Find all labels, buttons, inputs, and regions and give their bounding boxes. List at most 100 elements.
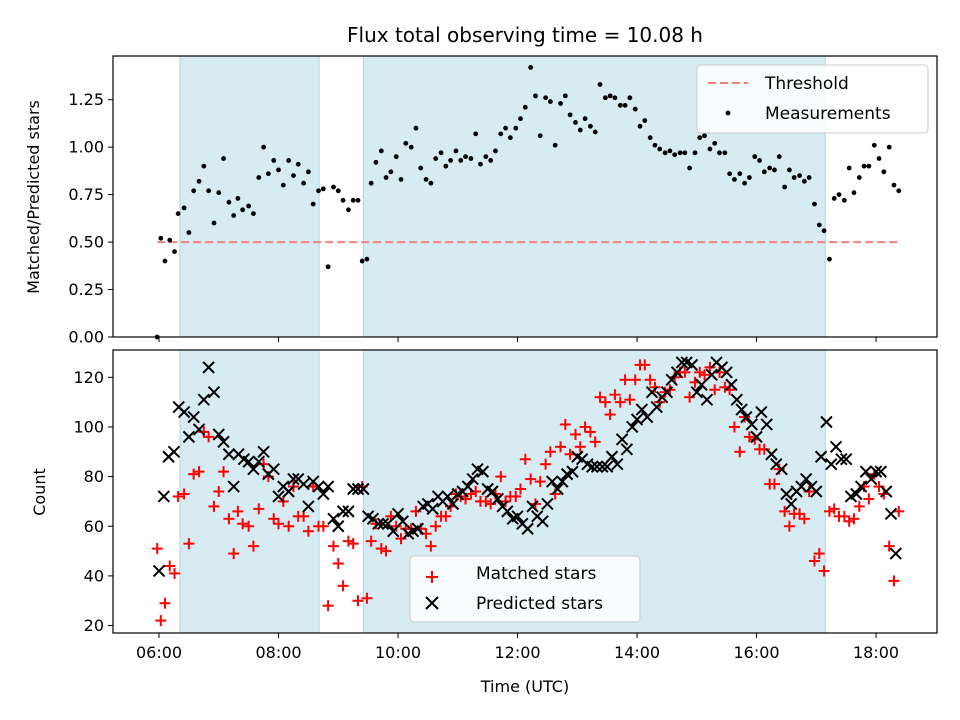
measurement-point <box>216 190 222 196</box>
matched-star-point <box>322 600 334 612</box>
predicted-star-point <box>267 462 280 476</box>
predicted-star-point <box>839 453 853 466</box>
measurement-point <box>702 133 707 139</box>
threshold-legend-label: Threshold <box>764 74 849 94</box>
measurement-point <box>742 180 747 186</box>
matched-star-point <box>317 520 329 532</box>
matched-star-point <box>848 513 860 525</box>
measurement-point <box>801 178 807 184</box>
matched-star-point <box>853 500 865 512</box>
predicted-star-point <box>541 497 554 511</box>
predicted-star-point <box>197 393 211 406</box>
top-legend: Threshold Measurements <box>696 64 929 134</box>
measurement-point <box>167 237 173 243</box>
matched-star-point <box>223 513 235 525</box>
measurement-point <box>886 144 892 150</box>
measurements-legend-label: Measurements <box>765 104 891 124</box>
matched-star-point <box>709 384 721 396</box>
predicted-star-point <box>381 517 395 530</box>
measurement-point <box>503 125 508 131</box>
measurement-point <box>320 186 326 192</box>
measurement-point <box>552 142 558 148</box>
predicted-star-point <box>665 373 678 386</box>
predicted-star-point <box>466 472 479 486</box>
predicted-star-point <box>685 358 699 372</box>
matched-star-point <box>188 468 200 480</box>
bottom-plot-frame <box>112 349 938 634</box>
predicted-star-point <box>387 525 400 538</box>
predicted-star-point <box>620 443 634 456</box>
measurement-point <box>448 158 454 163</box>
predicted-legend-swatch <box>425 596 439 610</box>
measurement-point <box>797 173 802 179</box>
measurement-point <box>413 125 419 131</box>
measurement-point <box>478 161 483 167</box>
matched-star-point <box>327 540 339 552</box>
matched-star-point <box>783 520 795 532</box>
measurement-point <box>271 158 277 163</box>
measurement-point <box>652 142 658 148</box>
measurement-point <box>812 201 817 207</box>
measurement-point <box>488 158 494 163</box>
matched-star-point <box>818 565 830 577</box>
measurement-point <box>547 99 553 104</box>
matched-star-point <box>883 540 895 552</box>
bottom-y-tick-label: 120 <box>73 368 104 387</box>
measurement-point <box>443 163 449 169</box>
predicted-star-point <box>446 497 460 511</box>
measurement-point <box>612 95 618 101</box>
measurement-point <box>428 180 434 186</box>
measurement-point <box>588 123 593 129</box>
predicted-star-point <box>486 485 499 498</box>
matched-star-point <box>178 488 190 500</box>
matched-star-point <box>164 560 176 572</box>
bottom-y-tick-label: 100 <box>73 417 104 436</box>
measurement-point <box>438 150 444 156</box>
predicted-star-point <box>222 448 236 461</box>
matched-star-point <box>243 520 255 532</box>
predicted-stars-series <box>152 356 902 578</box>
bottom-x-tick-label: 08:00 <box>255 643 301 662</box>
measurement-point <box>393 154 399 160</box>
measurement-point <box>364 256 370 262</box>
matched-star-point <box>273 518 285 530</box>
measurement-point <box>335 188 341 194</box>
matched-star-point <box>694 366 706 378</box>
predicted-star-point <box>645 385 659 399</box>
matched-star-point <box>684 391 696 403</box>
measurement-point <box>256 175 262 180</box>
measurement-point <box>522 104 528 110</box>
matched-star-point <box>332 557 344 569</box>
bottom-x-axis: 06:00 08:00 10:00 12:00 14:00 16:00 18:00 <box>136 633 899 662</box>
predicted-star-point <box>545 475 559 488</box>
predicted-star-point <box>396 515 410 528</box>
matched-star-point <box>500 495 512 507</box>
predicted-star-point <box>611 457 624 471</box>
measurement-point <box>592 129 598 135</box>
predicted-star-point <box>799 472 813 486</box>
predicted-star-point <box>312 480 325 493</box>
measurement-point <box>827 256 832 262</box>
measurement-point <box>251 211 256 216</box>
top-legend-box <box>696 64 929 134</box>
predicted-star-point <box>242 455 255 468</box>
matched-star-point <box>232 505 244 517</box>
top-y-tick-label: 0.00 <box>68 328 104 347</box>
measurement-point <box>617 102 623 108</box>
matched-star-point <box>798 513 810 525</box>
predicted-star-point <box>755 405 768 419</box>
measurement-point <box>543 95 549 101</box>
matched-star-point <box>347 538 359 550</box>
predicted-star-point <box>615 433 629 446</box>
predicted-star-point <box>336 505 350 518</box>
measurement-point <box>235 195 241 201</box>
predicted-star-point <box>590 460 604 473</box>
measurement-point <box>463 154 468 160</box>
matched-star-point <box>644 374 656 386</box>
matched-star-point <box>208 500 220 512</box>
matched-star-point <box>253 503 265 515</box>
matched-star-point <box>380 545 392 557</box>
bottom-y-axis: 20 40 60 80 100 120 <box>73 368 113 635</box>
matched-star-point <box>594 391 606 403</box>
bottom-observing-window-1 <box>179 349 320 634</box>
